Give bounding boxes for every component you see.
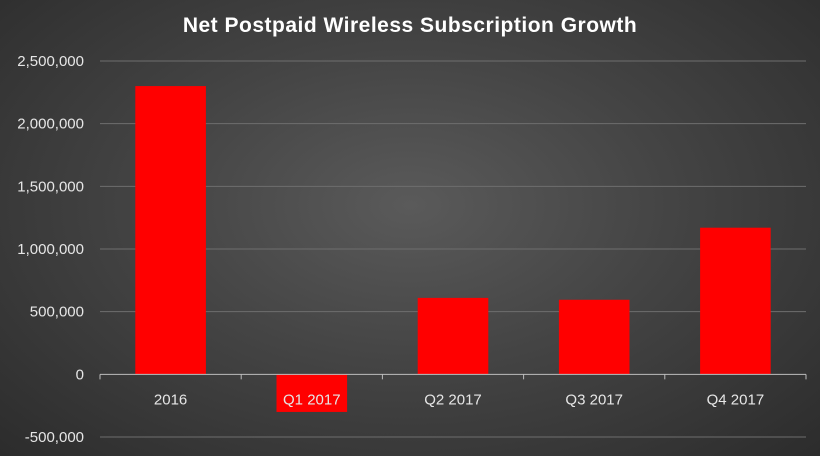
y-tick-label: 2,000,000: [17, 116, 84, 133]
bar-q3-2017: [558, 299, 630, 375]
x-tick-label: Q3 2017: [565, 391, 623, 408]
y-tick-label: -500,000: [25, 429, 84, 446]
x-tick-label: 2016: [154, 391, 187, 408]
y-tick-label: 1,500,000: [17, 178, 84, 195]
x-tick-label: Q4 2017: [707, 391, 765, 408]
x-tick-label: Q1 2017: [283, 391, 341, 408]
y-tick-label: 500,000: [30, 304, 84, 321]
y-tick-label: 0: [76, 366, 84, 383]
gridlines: [100, 60, 806, 438]
x-axis: [99, 373, 807, 380]
bars: [135, 86, 771, 412]
bar-q2-2017: [417, 297, 489, 375]
bar-q1-2017: [276, 374, 348, 412]
x-tick-label: Q2 2017: [424, 391, 482, 408]
y-tick-label: 2,500,000: [17, 53, 84, 70]
y-tick-label: 1,000,000: [17, 241, 84, 258]
y-axis-ticks: -500,000 0 500,000 1,000,000 1,500,000 2,000,…: [17, 53, 84, 446]
bar-q4-2017: [700, 227, 771, 375]
x-axis-labels: 2016 Q1 2017 Q2 2017 Q3 2017 Q4 2017: [154, 391, 764, 408]
bar-2016: [135, 86, 206, 375]
chart-title: Net Postpaid Wireless Subscription Growt…: [183, 14, 637, 37]
